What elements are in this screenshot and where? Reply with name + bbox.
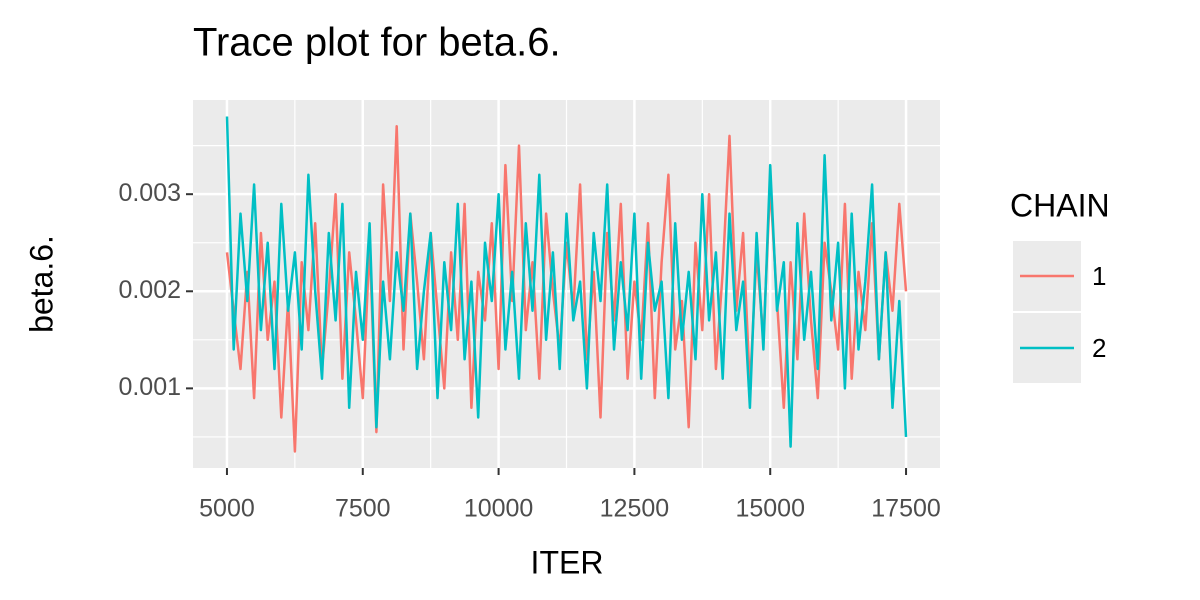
trace-line [225, 116, 908, 448]
trace-line [225, 124, 908, 453]
y-axis-label: beta.6. [23, 235, 59, 333]
legend-title: CHAIN [1010, 187, 1110, 223]
x-tick-label: 15000 [735, 495, 805, 523]
y-tick-label: 0.003 [118, 179, 181, 207]
x-tick-label: 5000 [199, 495, 255, 523]
x-axis-label: ITER [531, 544, 604, 580]
y-tick-label: 0.002 [118, 276, 181, 304]
legend-label: 2 [1092, 333, 1106, 363]
x-tick-label: 10000 [464, 495, 534, 523]
y-tick-label: 0.001 [118, 373, 181, 401]
x-tick-label: 17500 [871, 495, 941, 523]
legend-label: 1 [1092, 261, 1106, 291]
chart-title: Trace plot for beta.6. [193, 21, 561, 65]
x-tick-label: 12500 [600, 495, 670, 523]
x-tick-label: 7500 [335, 495, 391, 523]
